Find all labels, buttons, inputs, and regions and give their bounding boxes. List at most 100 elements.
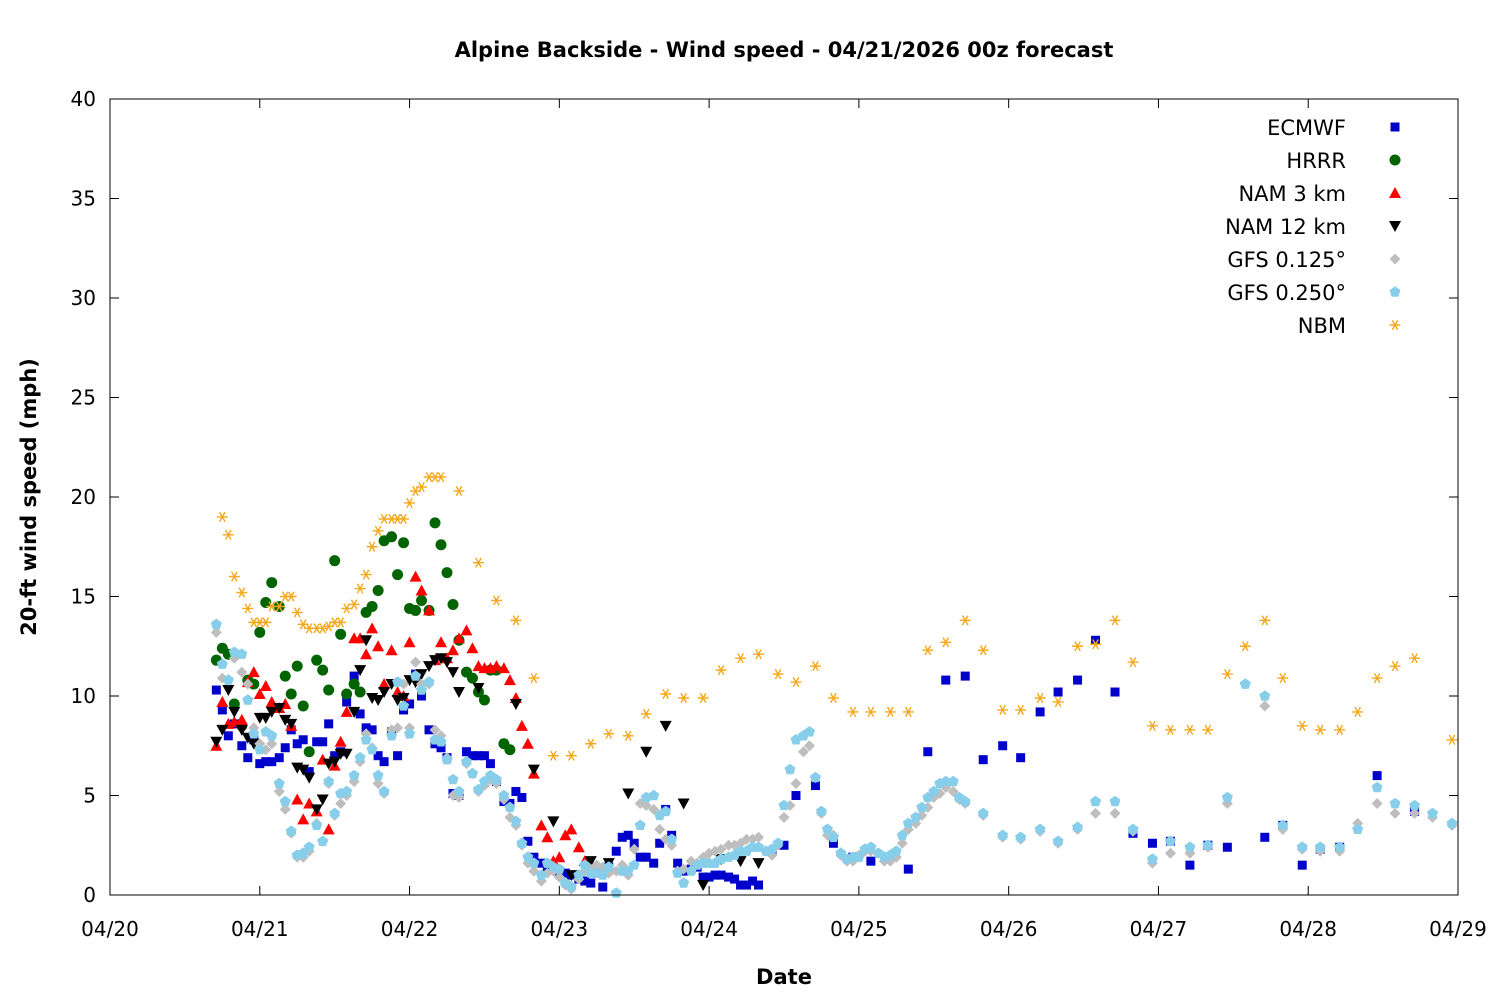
data-point xyxy=(1091,635,1101,645)
y-tick-label: 20 xyxy=(71,485,96,509)
legend-marker xyxy=(1389,187,1401,198)
x-tick-label: 04/29 xyxy=(1429,917,1487,941)
data-point xyxy=(259,712,272,724)
y-axis-label: 20-ft wind speed (mph) xyxy=(17,358,41,636)
data-point xyxy=(285,718,298,730)
data-point xyxy=(304,767,314,777)
y-tick-label: 10 xyxy=(71,684,96,708)
data-point xyxy=(922,645,934,656)
data-point xyxy=(1184,724,1196,735)
data-point xyxy=(348,599,360,610)
data-point xyxy=(1202,839,1214,850)
data-point xyxy=(490,773,502,785)
data-point xyxy=(410,670,422,681)
data-point xyxy=(629,838,639,848)
data-point xyxy=(902,817,914,829)
data-point xyxy=(866,856,876,866)
data-point xyxy=(547,750,559,761)
data-point xyxy=(1127,657,1139,668)
data-point xyxy=(1164,724,1176,735)
data-point xyxy=(311,819,323,830)
data-point xyxy=(1202,724,1214,735)
data-point xyxy=(847,706,859,718)
data-point xyxy=(1372,771,1382,781)
data-point xyxy=(236,587,248,598)
data-point xyxy=(1073,675,1083,685)
data-point xyxy=(372,769,384,781)
y-tick-label: 5 xyxy=(83,784,96,808)
data-point xyxy=(485,759,495,769)
data-point xyxy=(273,601,285,612)
data-point xyxy=(404,728,416,739)
x-tick-label: 04/21 xyxy=(231,917,289,941)
data-point xyxy=(379,757,389,767)
data-point xyxy=(865,706,877,718)
data-point xyxy=(441,657,453,669)
data-points xyxy=(210,471,1458,898)
data-point xyxy=(660,805,672,817)
data-point xyxy=(673,858,683,868)
data-point xyxy=(654,823,666,835)
data-point xyxy=(528,857,540,868)
data-point xyxy=(490,660,503,672)
data-point xyxy=(778,799,790,811)
data-point xyxy=(1034,692,1046,704)
data-point xyxy=(424,725,434,735)
data-point xyxy=(790,734,802,745)
data-point xyxy=(1090,639,1102,650)
data-point xyxy=(1446,734,1458,745)
data-point xyxy=(318,737,328,747)
data-point xyxy=(466,767,478,779)
data-point xyxy=(716,870,726,880)
data-point xyxy=(803,740,815,752)
data-point xyxy=(503,674,516,686)
data-point xyxy=(1260,832,1270,842)
data-point xyxy=(628,843,640,855)
data-point xyxy=(255,759,265,769)
data-point xyxy=(715,665,727,676)
data-point xyxy=(441,567,453,579)
data-point xyxy=(959,615,971,626)
data-point xyxy=(730,874,740,884)
data-point xyxy=(541,831,554,843)
data-point xyxy=(334,735,347,747)
data-point xyxy=(623,830,633,840)
data-point xyxy=(285,688,297,700)
data-point xyxy=(622,730,634,741)
data-point xyxy=(1352,706,1364,718)
data-point xyxy=(1389,661,1401,672)
data-point xyxy=(736,880,746,890)
data-point xyxy=(1259,690,1271,701)
data-point xyxy=(529,852,539,862)
data-point xyxy=(453,485,465,497)
data-point xyxy=(311,654,323,666)
data-point xyxy=(348,706,361,718)
data-point xyxy=(340,748,353,760)
data-point xyxy=(285,825,297,836)
data-point xyxy=(779,840,789,850)
x-tick-label: 04/23 xyxy=(531,917,589,941)
data-point xyxy=(910,811,922,823)
data-point xyxy=(772,668,784,680)
data-point xyxy=(386,531,398,543)
data-point xyxy=(1334,724,1346,735)
data-point xyxy=(435,539,447,551)
data-point xyxy=(527,764,540,776)
data-point xyxy=(265,706,278,718)
data-point xyxy=(896,829,908,840)
data-point xyxy=(997,704,1009,716)
data-point xyxy=(659,720,672,732)
data-point xyxy=(423,604,436,616)
data-point xyxy=(510,615,522,626)
data-point xyxy=(210,736,223,748)
data-point xyxy=(392,722,404,734)
data-point xyxy=(392,676,404,687)
data-point xyxy=(292,739,302,749)
data-point xyxy=(1221,668,1233,680)
data-point xyxy=(330,751,340,761)
y-tick-label: 30 xyxy=(71,286,96,310)
data-point xyxy=(1147,838,1157,848)
data-point xyxy=(752,858,765,870)
data-point xyxy=(291,793,304,805)
